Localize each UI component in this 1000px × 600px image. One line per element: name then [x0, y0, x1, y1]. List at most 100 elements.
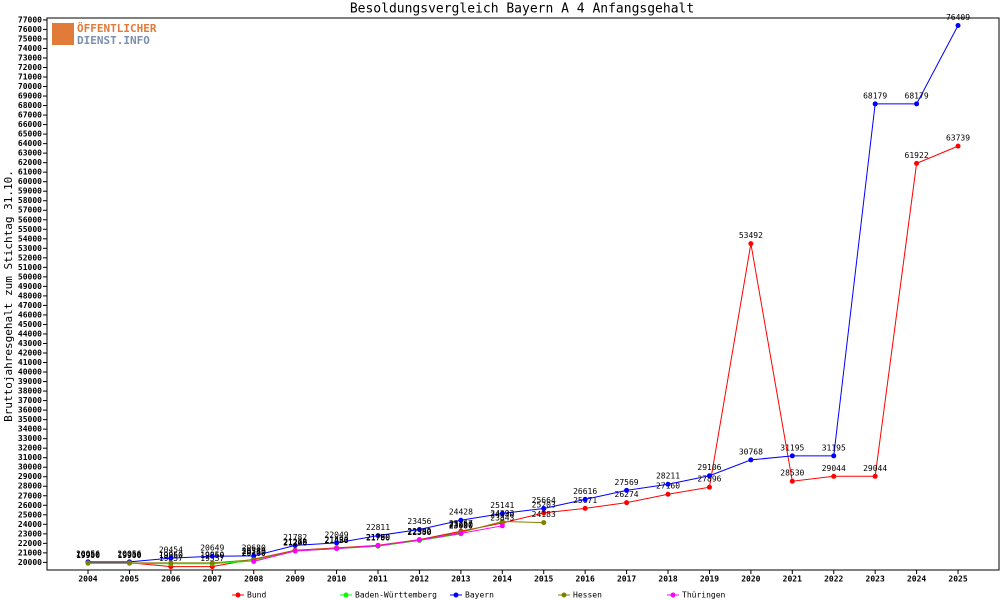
legend-label: Baden-Württemberg	[355, 591, 437, 600]
data-label: 29106	[697, 463, 721, 472]
data-label: 19950	[159, 550, 183, 559]
y-tick-label: 55000	[18, 225, 42, 234]
data-label: 31195	[780, 443, 804, 452]
series-line	[88, 533, 461, 565]
point	[499, 510, 505, 516]
y-tick-label: 47000	[18, 301, 42, 310]
data-label: 23000	[449, 521, 473, 530]
y-tick-label: 64000	[18, 139, 42, 148]
y-tick-label: 31000	[18, 453, 42, 462]
y-tick-label: 46000	[18, 310, 42, 319]
y-tick-label: 27000	[18, 491, 42, 500]
watermark: ÖFFENTLICHER	[77, 21, 157, 35]
data-label: 68179	[905, 91, 929, 100]
y-tick-label: 67000	[18, 111, 42, 120]
data-label: 23843	[490, 513, 514, 522]
data-label: 21523	[325, 535, 349, 544]
data-label: 19956	[76, 550, 100, 559]
data-label: 30768	[739, 447, 763, 456]
x-tick-label: 2010	[327, 575, 346, 584]
point	[85, 560, 91, 566]
y-tick-label: 26000	[18, 501, 42, 510]
point	[499, 523, 505, 529]
x-tick-label: 2007	[203, 575, 222, 584]
y-axis-label: Bruttojahresgehalt zum Stichtag 31.10.	[2, 170, 15, 422]
data-label: 20454	[159, 546, 183, 555]
y-tick-label: 41000	[18, 358, 42, 367]
point	[748, 457, 754, 463]
y-tick-label: 58000	[18, 196, 42, 205]
point	[251, 553, 257, 559]
series-line	[88, 145, 959, 568]
data-label: 68179	[863, 91, 887, 100]
x-tick-label: 2022	[824, 575, 843, 584]
logo-icon	[52, 23, 74, 45]
y-tick-label: 39000	[18, 377, 42, 386]
legend-marker	[235, 592, 241, 598]
data-label: 25203	[532, 500, 556, 509]
data-label: 23267	[449, 519, 473, 528]
y-tick-label: 57000	[18, 206, 42, 215]
data-label: 22350	[407, 528, 431, 537]
data-label: 21450	[325, 536, 349, 545]
y-tick-label: 29000	[18, 472, 42, 481]
y-tick-label: 54000	[18, 234, 42, 243]
legend-label: Thüringen	[682, 591, 726, 600]
point	[541, 520, 547, 526]
x-tick-label: 2013	[451, 575, 470, 584]
x-tick-label: 2012	[410, 575, 429, 584]
legend-marker	[561, 592, 567, 598]
data-label: 21750	[366, 533, 390, 542]
y-tick-label: 52000	[18, 253, 42, 262]
x-tick-label: 2014	[493, 575, 512, 584]
data-label: 19900	[76, 551, 100, 560]
data-label: 76409	[946, 13, 970, 22]
x-tick-label: 2016	[576, 575, 595, 584]
data-label: 20100	[242, 549, 266, 558]
data-label: 22350	[407, 528, 431, 537]
y-tick-label: 40000	[18, 368, 42, 377]
y-tick-label: 38000	[18, 387, 42, 396]
point	[582, 505, 588, 511]
point	[831, 453, 837, 459]
point	[665, 481, 671, 487]
y-tick-label: 49000	[18, 282, 42, 291]
point	[251, 558, 257, 564]
y-tick-label: 50000	[18, 272, 42, 281]
data-label: 20150	[242, 548, 266, 557]
point	[955, 23, 961, 29]
point	[831, 473, 837, 479]
point	[292, 542, 298, 548]
y-tick-label: 56000	[18, 215, 42, 224]
watermark: DIENST.INFO	[77, 34, 150, 47]
point	[375, 533, 381, 539]
data-label: 22049	[325, 530, 349, 539]
y-tick-label: 30000	[18, 463, 42, 472]
data-label: 22811	[366, 523, 390, 532]
x-tick-label: 2024	[907, 575, 926, 584]
y-tick-label: 35000	[18, 415, 42, 424]
data-label: 21200	[283, 538, 307, 547]
y-tick-label: 74000	[18, 44, 42, 53]
y-tick-label: 68000	[18, 101, 42, 110]
x-tick-label: 2025	[948, 575, 967, 584]
point	[789, 478, 795, 484]
point	[872, 101, 878, 107]
point	[624, 487, 630, 493]
x-tick-label: 2015	[534, 575, 553, 584]
point	[209, 560, 215, 566]
x-tick-label: 2004	[78, 575, 97, 584]
data-label: 20680	[242, 543, 266, 552]
data-label: 53492	[739, 231, 763, 240]
data-label: 19900	[117, 551, 141, 560]
point	[706, 473, 712, 479]
legend-marker	[453, 592, 459, 598]
point	[168, 555, 174, 561]
x-tick-label: 2017	[617, 575, 636, 584]
y-tick-label: 32000	[18, 444, 42, 453]
data-label: 63739	[946, 134, 970, 143]
y-tick-label: 45000	[18, 320, 42, 329]
data-label: 20340	[242, 547, 266, 556]
point	[126, 560, 132, 566]
